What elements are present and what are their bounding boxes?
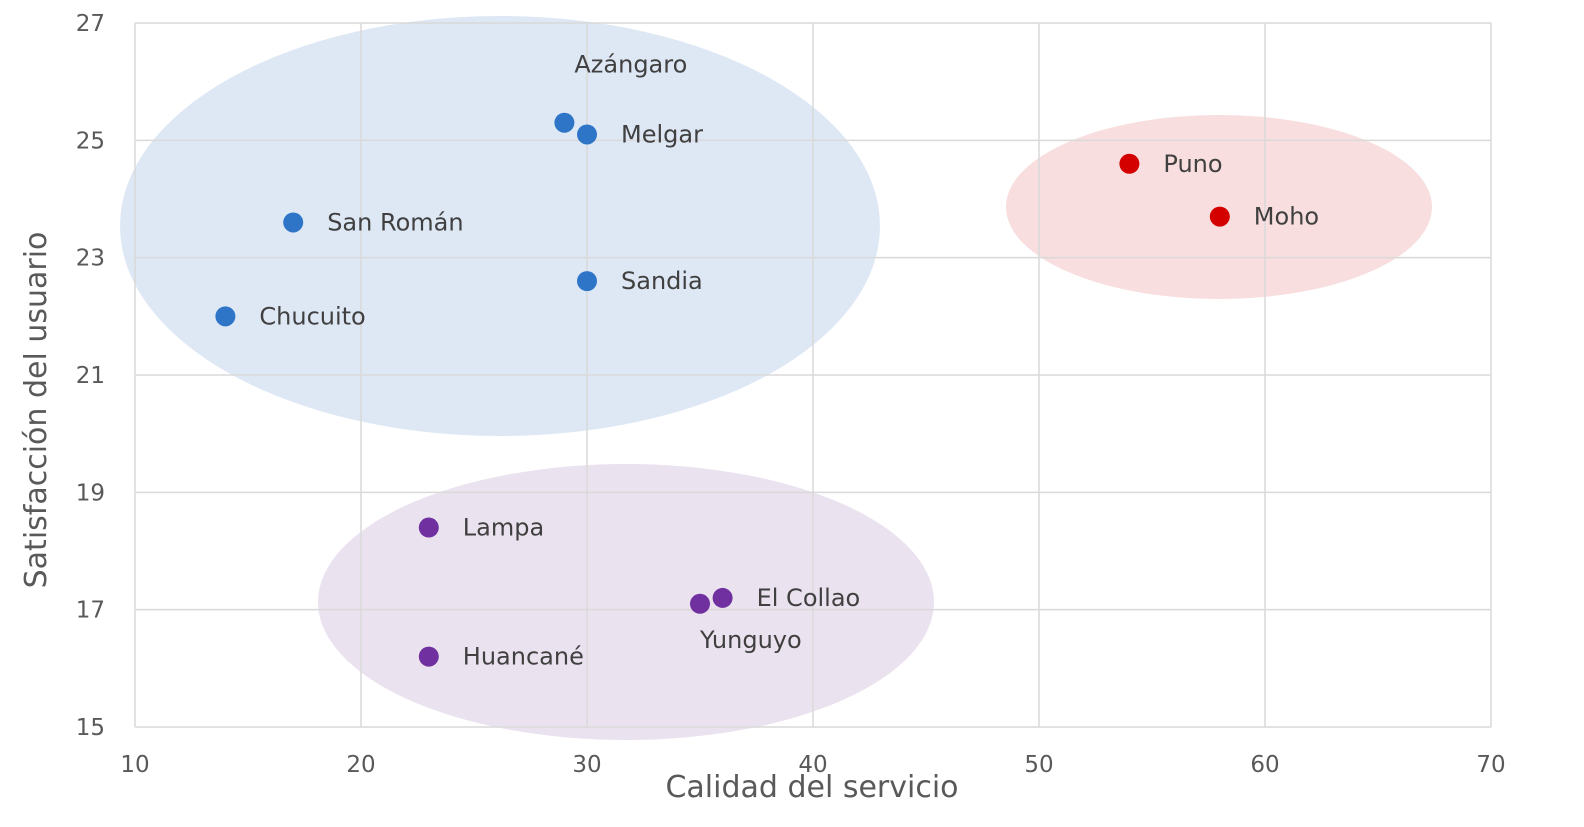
y-axis-title: Satisfacción del usuario <box>19 232 54 589</box>
x-tick-label: 50 <box>1024 752 1053 778</box>
data-point <box>690 593 710 614</box>
point-label: Sandia <box>621 267 703 295</box>
y-tick-label: 27 <box>76 11 105 37</box>
x-tick-label: 30 <box>572 752 601 778</box>
tick-labels: 10 20 30 40 50 60 70 15 17 19 21 23 25 27 <box>76 11 1506 778</box>
point-label: Huancané <box>463 643 584 671</box>
data-points <box>215 112 1230 667</box>
y-tick-label: 17 <box>76 598 105 624</box>
point-label: Lampa <box>463 514 544 542</box>
cluster-ellipse <box>120 16 880 436</box>
point-label: San Román <box>327 208 463 236</box>
point-label: Azángaro <box>574 51 687 79</box>
y-tick-label: 25 <box>76 128 105 154</box>
x-tick-label: 40 <box>798 752 827 778</box>
data-point <box>1209 206 1230 227</box>
data-point <box>712 587 733 608</box>
data-point <box>283 212 304 233</box>
y-tick-label: 23 <box>76 246 105 272</box>
data-point <box>418 646 439 667</box>
point-labels: Azángaro Melgar San Román Sandia Chucuito Pun… <box>259 51 1319 671</box>
cluster-ellipses <box>120 16 1432 740</box>
point-label: Chucuito <box>259 302 365 330</box>
point-label: El Collao <box>757 584 861 612</box>
data-point <box>215 306 236 327</box>
x-tick-label: 60 <box>1250 752 1279 778</box>
gridlines <box>134 22 1492 728</box>
x-tick-label: 20 <box>346 752 375 778</box>
data-point <box>554 112 575 133</box>
data-point <box>577 271 597 292</box>
x-tick-label: 10 <box>120 752 149 778</box>
x-axis-title: Calidad del servicio <box>665 770 958 805</box>
point-label: Moho <box>1254 203 1319 231</box>
data-point <box>577 124 597 145</box>
point-label: Melgar <box>621 120 703 148</box>
x-tick-label: 70 <box>1476 752 1505 778</box>
point-label: Yunguyo <box>699 626 802 654</box>
data-point <box>1119 153 1140 174</box>
y-tick-label: 21 <box>76 363 105 389</box>
cluster-ellipse <box>318 464 934 740</box>
point-label: Puno <box>1163 150 1222 178</box>
y-tick-label: 19 <box>76 480 105 506</box>
y-tick-label: 15 <box>76 715 105 741</box>
data-point <box>418 517 439 538</box>
